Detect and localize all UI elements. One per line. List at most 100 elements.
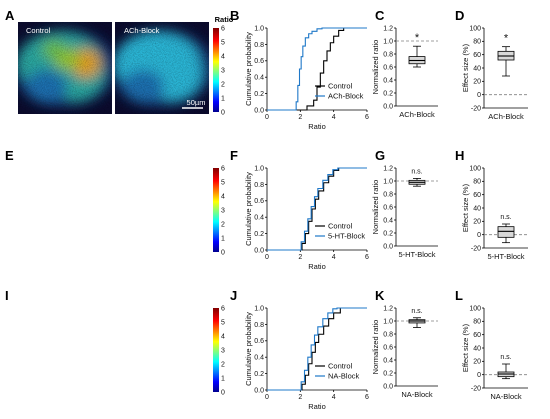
colorbar-tick-label: 6 [221, 165, 225, 172]
colorbar-tick-label: 3 [221, 347, 225, 354]
effect-x-axis-label: 5-HT-Block [487, 252, 524, 261]
norm-y-tick-label: 0.6 [383, 64, 393, 71]
panel-letter: L [455, 288, 463, 303]
norm-y-axis-label: Normalized ratio [371, 40, 380, 95]
norm-y-tick-label: 1.0 [383, 318, 393, 325]
effect-y-tick-label: 80 [473, 179, 481, 186]
panel-letter: C [375, 8, 385, 23]
effect-y-axis-label: Effect size (%) [461, 43, 470, 92]
cdf-x-tick-label: 6 [365, 254, 369, 261]
colorbar-tick-label: 5 [221, 179, 225, 186]
micro-image-control [18, 162, 112, 254]
image-label-control: Control [26, 166, 51, 175]
cdf-x-axis-label: Ratio [308, 122, 326, 131]
micro-image-control-content [13, 302, 116, 394]
cdf-y-axis-label: Cumulative probability [244, 172, 253, 246]
colorbar-tick-label: 1 [221, 375, 225, 382]
norm-y-tick-label: 0.4 [383, 357, 393, 364]
colorbar-tick-label: 1 [221, 95, 225, 102]
norm-y-tick-label: 1.0 [383, 178, 393, 185]
effect-y-tick-label: 0 [477, 232, 481, 239]
cdf-y-tick-label: 0.6 [254, 58, 264, 65]
image-blob [39, 223, 73, 249]
image-blob [136, 223, 170, 249]
colorbar-tick-label: 2 [221, 361, 225, 368]
cdf-series-treatment [267, 27, 367, 111]
norm-y-tick-label: 0.6 [383, 344, 393, 351]
legend-label-control: Control [328, 82, 353, 91]
image-blob [29, 180, 59, 217]
image-background [18, 162, 112, 254]
cdf-y-axis-label: Cumulative probability [244, 312, 253, 386]
micro-image-treatment [115, 22, 209, 114]
image-blob [87, 214, 110, 247]
cdf-series-control [267, 307, 367, 391]
norm-y-tick-label: 0.4 [383, 217, 393, 224]
effect-y-tick-label: 60 [473, 192, 481, 199]
panel-letter: A [5, 8, 15, 23]
norm-y-tick-label: 0.0 [383, 383, 393, 390]
cdf-y-tick-label: 0.6 [254, 338, 264, 345]
panel-letter: B [230, 8, 239, 23]
colorbar-tick-label: 6 [221, 25, 225, 32]
cdf-x-tick-label: 2 [298, 394, 302, 401]
norm-y-tick-label: 1.2 [383, 305, 393, 312]
image-blob [60, 188, 88, 228]
panel-letter: E [5, 148, 14, 163]
panel-letter: I [5, 288, 9, 303]
image-blob [192, 208, 207, 226]
norm-x-axis-label: 5-HT-Block [398, 250, 435, 259]
cdf-y-tick-label: 1.0 [254, 25, 264, 32]
image-blob [157, 188, 185, 228]
colorbar-tick-label: 5 [221, 319, 225, 326]
norm-y-tick-label: 0.8 [383, 191, 393, 198]
image-blob [95, 208, 110, 226]
effect-x-axis-label: NA-Block [490, 392, 522, 401]
cdf-y-tick-label: 1.0 [254, 305, 264, 312]
colorbar-tick-label: 3 [221, 207, 225, 214]
legend-label-control: Control [328, 222, 353, 231]
cdf-x-tick-label: 0 [265, 394, 269, 401]
image-blob [18, 312, 103, 375]
image-label-treatment: ACh-Block [124, 26, 160, 35]
norm-y-tick-label: 0.8 [383, 51, 393, 58]
effect-y-axis-label: Effect size (%) [461, 323, 470, 372]
colorbar-tick-label: 5 [221, 39, 225, 46]
image-blobs [110, 309, 213, 386]
image-background [18, 302, 112, 394]
image-blob [126, 180, 156, 217]
image-label-control: Control [26, 306, 51, 315]
image-blobs [121, 170, 207, 248]
colorbar-tick-label: 6 [221, 305, 225, 312]
norm-y-tick-label: 0.0 [383, 103, 393, 110]
cdf-y-tick-label: 0.2 [254, 371, 264, 378]
cdf-y-tick-label: 0.2 [254, 91, 264, 98]
cdf-y-tick-label: 0.2 [254, 231, 264, 238]
effect-y-tick-label: 100 [469, 165, 481, 172]
cdf-x-tick-label: 0 [265, 114, 269, 121]
colorbar [213, 28, 219, 112]
image-blob [115, 312, 200, 375]
cdf-y-axis-label: Cumulative probability [244, 32, 253, 106]
norm-y-tick-label: 0.8 [383, 331, 393, 338]
image-label-treatment: NA-Block [124, 306, 156, 315]
cdf-y-tick-label: 0.4 [254, 75, 264, 82]
cdf-x-tick-label: 2 [298, 254, 302, 261]
micro-image-control [18, 22, 112, 114]
effect-y-tick-label: 80 [473, 39, 481, 46]
effect-y-tick-label: 40 [473, 65, 481, 72]
effect-box [497, 226, 515, 238]
panel-letter: G [375, 148, 385, 163]
image-blob [24, 170, 65, 218]
cdf-y-tick-label: 0.4 [254, 215, 264, 222]
colorbar-tick-label: 4 [221, 193, 225, 200]
norm-x-axis-label: NA-Block [401, 390, 433, 399]
effect-y-tick-label: 0 [477, 92, 481, 99]
norm-y-tick-label: 1.2 [383, 165, 393, 172]
cdf-series-control [267, 27, 367, 111]
panel-letter: D [455, 8, 464, 23]
image-blob [145, 325, 201, 380]
